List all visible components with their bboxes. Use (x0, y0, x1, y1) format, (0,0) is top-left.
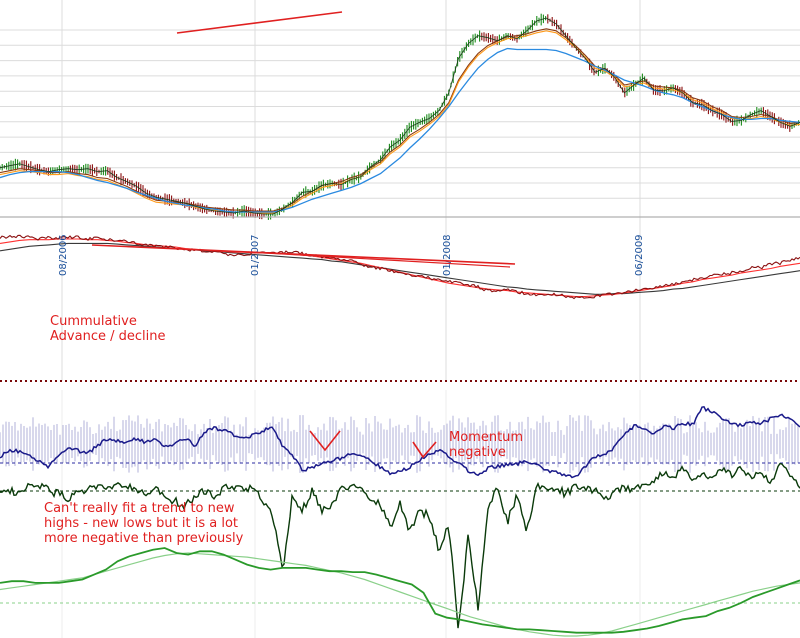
momentum-note-line-1: Momentum (449, 430, 523, 445)
trendline-ad-upper (91, 244, 516, 265)
price-ma-mid-line (0, 28, 800, 212)
highs-lows-note-line-1: Can't really fit a trend to new (44, 501, 235, 516)
ad-line (0, 234, 800, 300)
annotations: Cummulative Advance / decline Momentum n… (44, 11, 523, 546)
ad-ma-short-line (0, 238, 800, 298)
x-tick-label: 08/2006 (58, 234, 69, 276)
x-tick-label: 01/2008 (442, 234, 453, 276)
advance-decline-panel (0, 234, 800, 300)
momentum-panel (0, 405, 800, 629)
ad-ma-long-line (0, 242, 800, 295)
x-tick-label: 01/2007 (250, 234, 261, 276)
x-tick-label: 06/2009 (634, 234, 645, 276)
price-close-line (0, 17, 800, 215)
highs-lows-note-line-3: more negative than previously (44, 531, 244, 546)
trendline-price (176, 11, 343, 34)
lower-ma-line (0, 547, 800, 634)
ad-note-line-1: Cummulative (50, 314, 137, 329)
lower-ma-light-line (0, 552, 800, 637)
new-highs-new-lows-line (0, 462, 800, 629)
momentum-mark-1 (309, 430, 341, 452)
momentum-note-line-2: negative (449, 445, 506, 460)
trendline-ad-lower (247, 251, 511, 268)
ad-note-line-2: Advance / decline (50, 329, 165, 344)
momentum-mark-2 (412, 441, 437, 459)
momentum-line (0, 405, 800, 479)
highs-lows-note-line-2: highs - new lows but it is a lot (44, 516, 238, 531)
price-panel (0, 13, 800, 220)
x-axis-labels: 08/2006 01/2007 01/2008 06/2009 (58, 234, 645, 276)
price-ma-long-line (0, 47, 800, 213)
highs-lows-average-panel (0, 547, 800, 637)
